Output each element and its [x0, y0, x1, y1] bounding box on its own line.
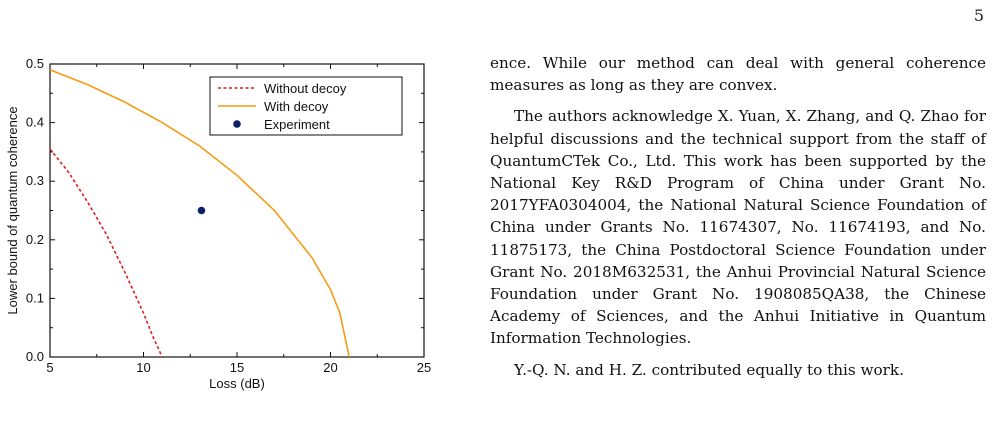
- x-tick-label: 5: [46, 360, 53, 375]
- series-line-0: [49, 148, 163, 358]
- y-tick-label: 0.3: [26, 173, 44, 188]
- page-number: 5: [973, 6, 984, 25]
- paragraph-0: ence. While our method can deal with gen…: [490, 54, 986, 95]
- paragraph-1: The authors acknowledge X. Yuan, X. Zhan…: [490, 107, 986, 348]
- x-tick-label: 15: [230, 360, 244, 375]
- legend-swatch-2: [233, 120, 241, 128]
- series-line-1: [49, 69, 350, 358]
- legend-label: Without decoy: [264, 81, 347, 96]
- x-tick-label: 20: [323, 360, 337, 375]
- paragraph-2: Y.-Q. N. and H. Z. contributed equally t…: [514, 360, 904, 379]
- chart-svg: 5 10 15 20 25 0.0 0.1 0.2 0.3 0.4 0.5 Loss (dB) Lowe…: [5, 56, 431, 391]
- x-tick-label: 10: [136, 360, 150, 375]
- coherence-chart: 5 10 15 20 25 0.0 0.1 0.2 0.3 0.4 0.5 Loss (dB) Lowe…: [0, 48, 440, 408]
- y-tick-label: 0.0: [26, 349, 44, 364]
- y-tick-label: 0.2: [26, 232, 44, 247]
- experiment-point: [197, 206, 206, 215]
- legend-label: Experiment: [264, 117, 330, 132]
- x-tick-label: 25: [417, 360, 431, 375]
- x-axis-label: Loss (dB): [209, 376, 265, 391]
- text-column: ence. While our method can deal with gen…: [490, 52, 986, 390]
- y-tick-label: 0.1: [26, 290, 44, 305]
- y-axis-label: Lower bound of quantum coherence: [5, 106, 20, 314]
- y-tick-label: 0.4: [26, 115, 44, 130]
- y-tick-label: 0.5: [26, 56, 44, 71]
- legend-label: With decoy: [264, 99, 329, 114]
